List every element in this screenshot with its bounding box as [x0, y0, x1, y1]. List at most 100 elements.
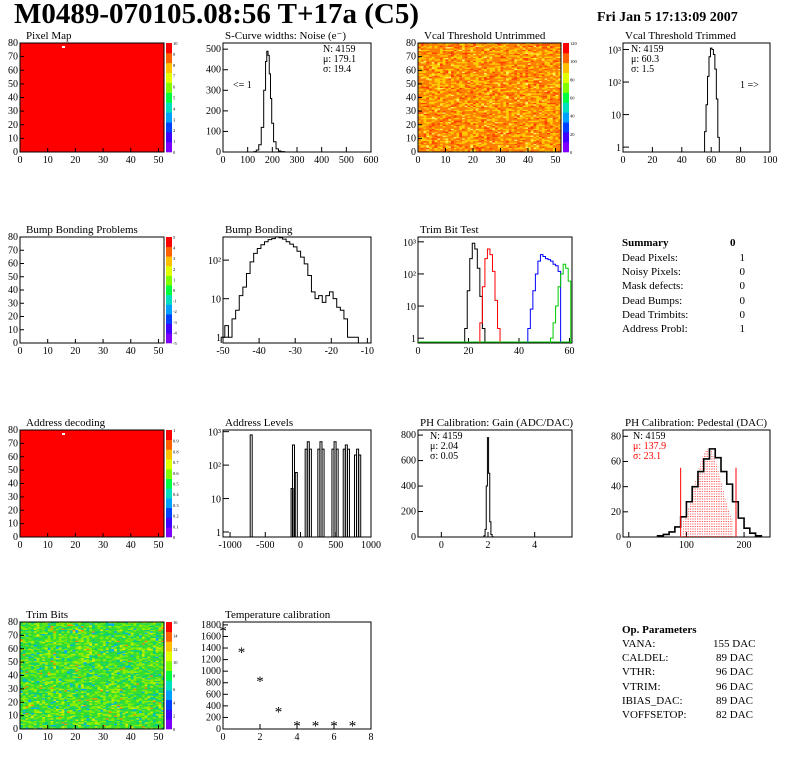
plot-title: Pixel Map	[26, 30, 72, 42]
colorbar-segment	[563, 92, 569, 103]
colorbar-segment	[166, 142, 172, 153]
colorbar-segment	[166, 651, 172, 662]
y-tick-label: 20	[8, 505, 18, 516]
param-value: 0	[739, 280, 746, 293]
colorbar-label: 6	[173, 687, 176, 692]
x-tick-label: 60	[564, 346, 574, 357]
plot-frame	[222, 621, 372, 730]
data-point: *	[219, 624, 227, 640]
y-tick-label: 60	[8, 644, 18, 655]
y-tick-label: 10³	[208, 428, 221, 439]
level-bar	[249, 434, 253, 538]
colorbar-label: 1	[173, 277, 175, 282]
y-tick-label: 40	[8, 285, 18, 296]
x-tick-label: 20	[70, 346, 80, 357]
plot-title: Trim Bit Test	[420, 224, 479, 236]
x-tick-label: 0	[416, 346, 421, 357]
x-tick-label: 0	[221, 732, 226, 743]
heatmap-cells	[20, 43, 164, 152]
plot-title: Temperature calibration	[225, 609, 331, 621]
y-tick-label: 70	[8, 52, 18, 63]
colorbar-segment	[166, 498, 172, 509]
y-tick-label: 50	[8, 79, 18, 90]
stats-line: N: 4159	[631, 44, 664, 55]
y-tick-label: 50	[406, 79, 416, 90]
colorbar-label: 0	[173, 150, 176, 155]
x-tick-label: 20	[70, 155, 80, 166]
level-bar	[308, 448, 312, 538]
colorbar-label: 120	[570, 41, 578, 46]
x-tick-label: 6	[332, 732, 337, 743]
y-tick-label: 20	[611, 507, 621, 518]
y-tick-label: 0	[616, 532, 621, 543]
x-tick-label: 60	[706, 155, 716, 166]
data-point: *	[256, 674, 264, 690]
colorbar-segment	[166, 690, 172, 701]
y-tick-label: 800	[206, 678, 221, 689]
x-tick-label: 400	[314, 155, 329, 166]
y-tick-label: 600	[401, 456, 416, 467]
y-tick-label: 0	[13, 724, 18, 735]
y-tick-label: 10²	[608, 78, 621, 89]
x-tick-label: 0	[416, 155, 421, 166]
stats-line: N: 4159	[633, 431, 666, 442]
y-tick-label: 1800	[201, 620, 221, 631]
colorbar-segment	[563, 132, 569, 143]
x-tick-label: 20	[463, 346, 473, 357]
colorbar-label: -5	[173, 341, 177, 346]
stats-line: σ: 1.5	[631, 64, 654, 75]
x-tick-label: 0	[18, 155, 23, 166]
stats-line: μ: 2.04	[430, 441, 458, 452]
x-tick-label: -50	[216, 346, 229, 357]
heatmap-cells	[20, 430, 164, 537]
param-value: 1	[739, 323, 746, 335]
y-tick-label: 600	[206, 689, 221, 700]
colorbar-segment	[166, 92, 172, 103]
heatmap-cells	[20, 622, 165, 730]
y-tick-label: 10	[611, 111, 621, 122]
y-tick-label: 30	[8, 298, 18, 309]
stats-line: σ: 23.1	[633, 451, 661, 462]
x-tick-label: 50	[153, 346, 163, 357]
y-tick-label: 1400	[201, 643, 221, 654]
y-tick-label: 10²	[208, 461, 221, 472]
plot-frame	[417, 236, 573, 344]
param-label: Dead Pixels:	[622, 252, 678, 264]
stats-line: μ: 179.1	[323, 54, 356, 65]
y-tick-label: 500	[206, 44, 221, 55]
y-tick-label: 10	[211, 495, 221, 506]
plot-frame	[417, 429, 573, 538]
histogram-line	[656, 448, 763, 537]
x-tick-label: 10	[441, 155, 451, 166]
param-label: IBIAS_DAC:	[622, 694, 683, 707]
x-tick-label: 2	[486, 540, 491, 551]
x-tick-label: 40	[126, 346, 136, 357]
colorbar-label: 0.9	[173, 439, 179, 444]
colorbar-segment	[166, 430, 172, 441]
x-tick-label: 0	[18, 540, 23, 551]
colorbar-segment	[166, 478, 172, 489]
y-tick-label: 10	[8, 133, 18, 144]
y-tick-label: 10	[406, 302, 416, 313]
x-tick-label: 200	[265, 155, 280, 166]
x-tick-label: 8	[369, 732, 374, 743]
y-tick-label: 60	[8, 259, 18, 270]
colorbar-segment	[166, 122, 172, 133]
timestamp: Fri Jan 5 17:13:09 2007	[597, 10, 738, 25]
colorbar-segment	[166, 72, 172, 83]
x-tick-label: 30	[98, 732, 108, 743]
heatmap-cells	[418, 43, 562, 153]
x-tick-label: -1000	[218, 540, 241, 551]
x-tick-label: 500	[328, 540, 343, 551]
colorbar-segment	[563, 72, 569, 83]
colorbar-segment	[166, 439, 172, 450]
y-tick-label: 60	[406, 65, 416, 76]
y-tick-label: 30	[8, 684, 18, 695]
y-tick-label: 10³	[403, 238, 416, 249]
colorbar-segment	[166, 459, 172, 470]
y-tick-label: 0	[13, 147, 18, 158]
y-tick-label: 30	[406, 106, 416, 117]
colorbar-segment	[563, 52, 569, 64]
y-tick-label: 40	[611, 482, 621, 493]
level-bar	[321, 448, 325, 538]
